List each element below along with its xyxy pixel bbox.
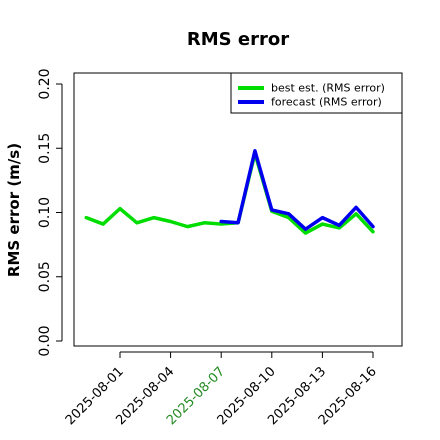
series-forecast	[219, 149, 375, 231]
series-line-forecast	[219, 149, 375, 231]
x-axis: 2025-08-012025-08-042025-08-072025-08-10…	[63, 351, 380, 428]
legend-label-forecast: forecast (RMS error)	[271, 96, 382, 109]
legend-box	[230, 72, 403, 114]
y-tick-label: 0.10	[37, 197, 53, 228]
y-axis-label: RMS error (m/s)	[5, 143, 23, 277]
y-tick-label: 0.20	[37, 68, 53, 99]
series-layer	[84, 149, 375, 235]
chart-title: RMS error	[187, 29, 289, 50]
y-tick-label: 0.00	[37, 325, 53, 356]
legend: best est. (RMS error) forecast (RMS erro…	[230, 72, 403, 114]
legend-label-best-est: best est. (RMS error)	[271, 82, 385, 95]
y-axis: 0.00 0.05 0.10 0.15 0.20	[37, 68, 63, 357]
y-tick-label: 0.15	[37, 133, 53, 164]
y-tick-label: 0.05	[37, 261, 53, 292]
